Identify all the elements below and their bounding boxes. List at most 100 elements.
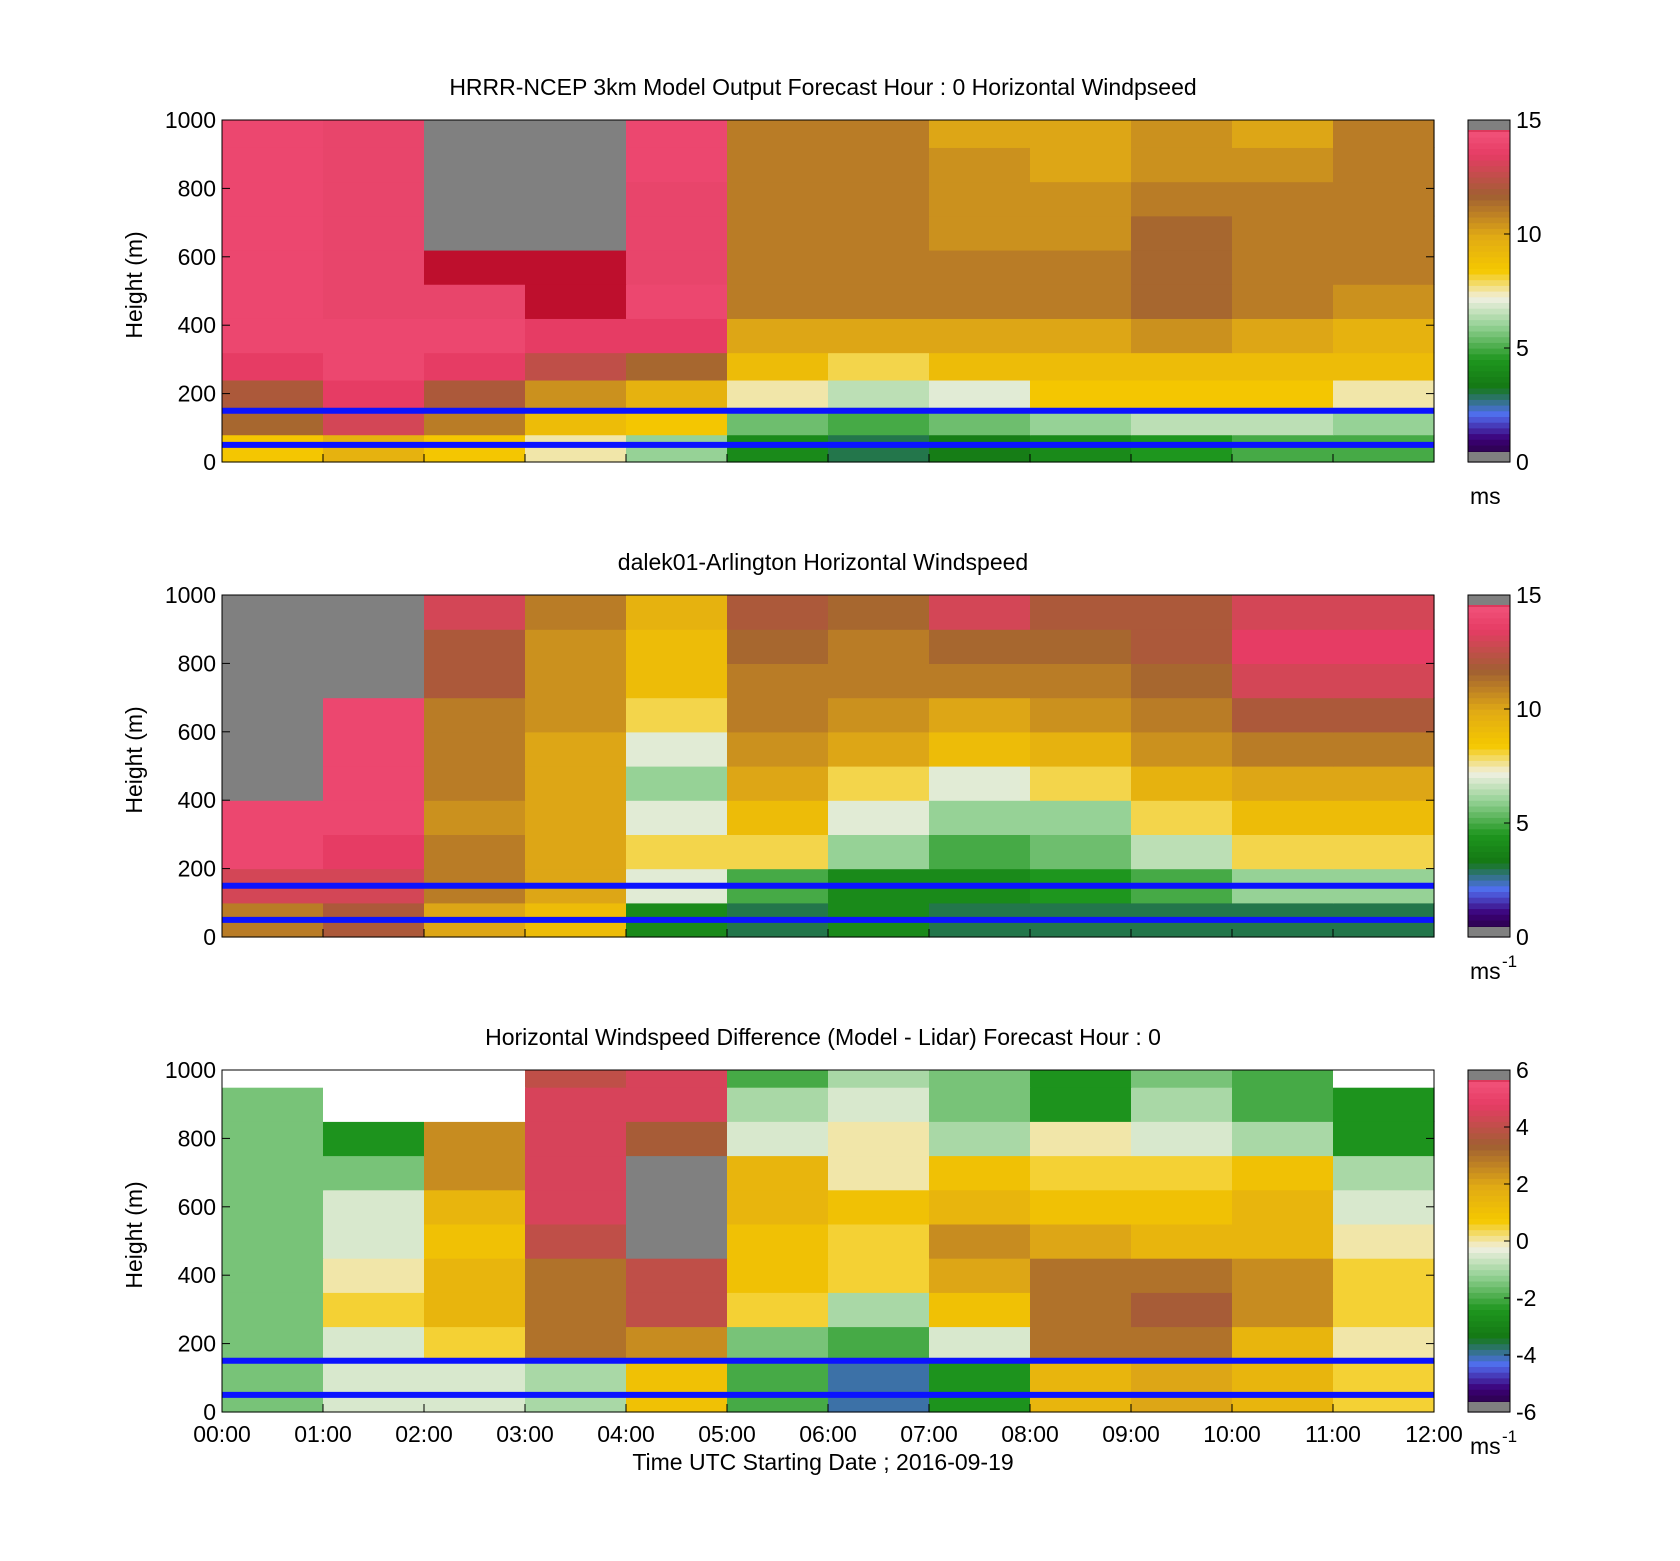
- colorbar-segment: [1468, 1184, 1510, 1191]
- heatmap-cell: [1333, 1121, 1435, 1157]
- heatmap-cell: [929, 1121, 1031, 1157]
- colorbar-segment: [1468, 800, 1510, 807]
- heatmap-cell: [1030, 1155, 1132, 1191]
- heatmap-cell: [1333, 731, 1435, 767]
- heatmap-cell: [323, 800, 425, 835]
- heatmap-cell: [626, 1223, 728, 1259]
- colorbar-segment: [1468, 234, 1510, 241]
- heatmap-cell: [929, 1360, 1031, 1413]
- y-tick-label: 400: [178, 312, 216, 338]
- heatmap-cell: [222, 1292, 324, 1328]
- colorbar-segment: [1468, 291, 1510, 298]
- x-tick-label: 05:00: [698, 1421, 756, 1447]
- heatmap-cell: [1131, 1292, 1233, 1328]
- heatmap-cell: [828, 1292, 930, 1328]
- colorbar-segment: [1468, 194, 1510, 201]
- heatmap-cell: [424, 1155, 526, 1191]
- heatmap-cell: [828, 834, 930, 870]
- heatmap-cell: [1131, 120, 1233, 148]
- heatmap-cell: [1030, 352, 1132, 381]
- heatmap-cell: [1131, 249, 1233, 285]
- heatmap-cell: [1131, 1223, 1233, 1259]
- colorbar-tick-label: 10: [1516, 696, 1542, 722]
- heatmap-cell: [525, 1121, 627, 1157]
- heatmap-cell: [626, 1189, 728, 1225]
- heatmap-cell: [222, 147, 324, 183]
- heatmap-cell: [626, 352, 728, 381]
- heatmap-cell: [626, 697, 728, 733]
- colorbar-frame: [1467, 594, 1511, 938]
- panel-windspeed-difference: Horizontal Windspeed Difference (Model -…: [121, 1024, 1537, 1475]
- colorbar-segment: [1468, 256, 1510, 264]
- colorbar-segment: [1468, 663, 1510, 670]
- heatmap-cell: [929, 147, 1031, 183]
- colorbar-segment: [1468, 165, 1510, 172]
- heatmap-cell: [1333, 379, 1435, 408]
- colorbar-segment: [1468, 674, 1510, 682]
- heatmap-cell: [929, 834, 1031, 870]
- heatmap-cell: [727, 249, 829, 285]
- heatmap-cell: [424, 249, 526, 285]
- colorbar-segment: [1468, 1355, 1510, 1362]
- heatmap-cell: [424, 352, 526, 381]
- heatmap-cell: [323, 434, 425, 463]
- colorbar-segment: [1468, 262, 1510, 269]
- heatmap-cell: [1030, 434, 1132, 463]
- heatmap-cell: [222, 766, 324, 801]
- heatmap-cell: [828, 731, 930, 767]
- heatmap-cell: [1333, 697, 1435, 733]
- heatmap-cell: [929, 766, 1031, 801]
- heatmap-cell: [525, 249, 627, 285]
- heatmap-cell: [727, 352, 829, 381]
- panel-model-windspeed: HRRR-NCEP 3km Model Output Forecast Hour…: [121, 74, 1542, 509]
- colorbar-segment: [1468, 612, 1510, 619]
- heatmap-cell: [1232, 766, 1334, 801]
- heatmap-cell: [323, 1223, 425, 1259]
- heatmap-cell: [424, 1087, 526, 1122]
- heatmap-cell: [424, 595, 526, 630]
- heatmap-cell: [424, 284, 526, 319]
- colorbar-segment: [1468, 771, 1510, 778]
- heatmap-cell: [424, 1189, 526, 1225]
- colorbar-tick-label: 5: [1516, 810, 1529, 836]
- heatmap-cell: [525, 834, 627, 870]
- colorbar-segment: [1468, 405, 1510, 412]
- colorbar-segment: [1468, 387, 1510, 395]
- heatmap-cell: [1333, 1292, 1435, 1328]
- heatmap-cell: [525, 1070, 627, 1088]
- colorbar-cap: [1468, 452, 1510, 462]
- heatmap-cell: [727, 629, 829, 664]
- y-tick-label: 200: [178, 1331, 216, 1357]
- colorbar-segment: [1468, 1258, 1510, 1265]
- colorbar-segment: [1468, 393, 1510, 400]
- heatmap-cell: [929, 1070, 1031, 1088]
- heatmap-cell: [1131, 379, 1233, 408]
- heatmap-cell: [1232, 800, 1334, 835]
- colorbar-segment: [1468, 365, 1510, 372]
- heatmap-cell: [1131, 352, 1233, 381]
- colorbar-segment: [1468, 1155, 1510, 1162]
- heatmap-cell: [222, 284, 324, 319]
- heatmap-cell: [1232, 1360, 1334, 1413]
- colorbar-segment: [1468, 1121, 1510, 1128]
- colorbar-segment: [1468, 897, 1510, 904]
- colorbar-segment: [1468, 629, 1510, 636]
- colorbar-segment: [1468, 1212, 1510, 1219]
- colorbar-segment: [1468, 1309, 1510, 1316]
- heatmap-cell: [525, 800, 627, 835]
- colorbar-segment: [1468, 285, 1510, 292]
- colorbar-segment: [1468, 794, 1510, 801]
- colorbar-segment: [1468, 617, 1510, 625]
- heatmap-cell: [525, 120, 627, 148]
- heatmap-cell: [1131, 215, 1233, 251]
- heatmap-cell: [1333, 284, 1435, 319]
- colorbar-segment: [1468, 251, 1510, 258]
- heatmap-cell: [727, 120, 829, 148]
- heatmap-cell: [626, 1087, 728, 1122]
- colorbar-segment: [1468, 754, 1510, 761]
- heatmap-cell: [525, 697, 627, 733]
- heatmap-cell: [1232, 1326, 1334, 1362]
- panel-lidar-windspeed: dalek01-Arlington Horizontal Windspeed H…: [121, 549, 1542, 984]
- heatmap-cell: [1333, 434, 1435, 463]
- colorbar-segment: [1468, 766, 1510, 773]
